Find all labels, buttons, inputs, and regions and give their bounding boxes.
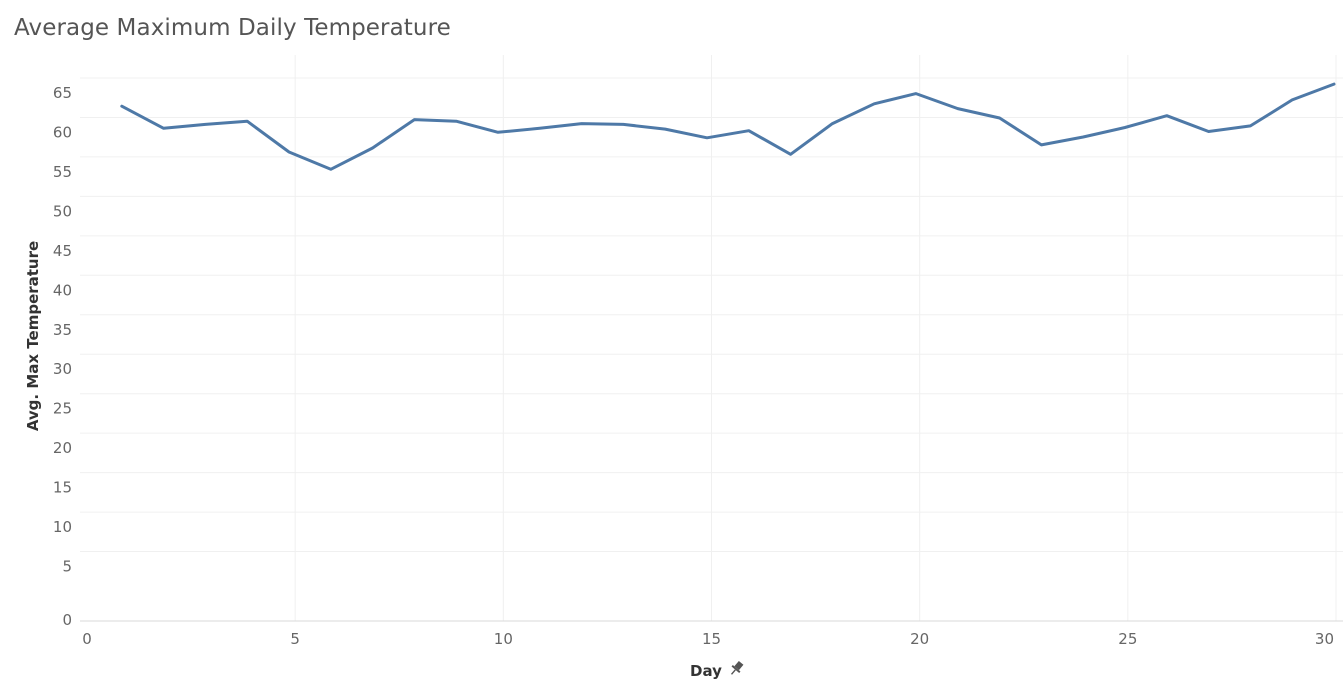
y-tick-label: 45 [53,242,72,260]
y-tick-label: 50 [53,202,72,220]
y-tick-label: 30 [53,360,72,378]
y-axis-title[interactable]: Avg. Max Temperature [24,241,42,431]
x-tick-label: 5 [290,630,300,648]
pin-icon[interactable] [728,660,745,678]
y-tick-label: 55 [53,163,72,181]
x-tick-label: 30 [1315,630,1334,648]
y-tick-label: 65 [53,84,72,102]
x-tick-label: 20 [910,630,929,648]
chart-title: Average Maximum Daily Temperature [14,15,451,41]
x-axis-title[interactable]: Day [690,662,722,680]
series-layer[interactable] [120,82,1336,171]
x-tick-label: 15 [702,630,721,648]
y-tick-label: 5 [62,558,72,576]
y-tick-label: 0 [62,611,72,629]
x-tick-label: 10 [494,630,513,648]
y-tick-label: 15 [53,479,72,497]
x-tick-label: 25 [1118,630,1137,648]
y-tick-label: 60 [53,123,72,141]
y-tick-label: 20 [53,439,72,457]
x-tick-labels: 0 5 10 15 20 25 30 [82,630,1334,648]
y-tick-label: 25 [53,400,72,418]
y-tick-label: 40 [53,281,72,299]
y-tick-labels: 0 5 10 15 20 25 30 35 40 45 50 55 60 65 [53,84,72,629]
series-line[interactable] [120,82,1336,171]
gridlines [80,55,1343,621]
y-tick-label: 35 [53,321,72,339]
y-tick-label: 10 [53,518,72,536]
x-tick-label: 0 [82,630,92,648]
